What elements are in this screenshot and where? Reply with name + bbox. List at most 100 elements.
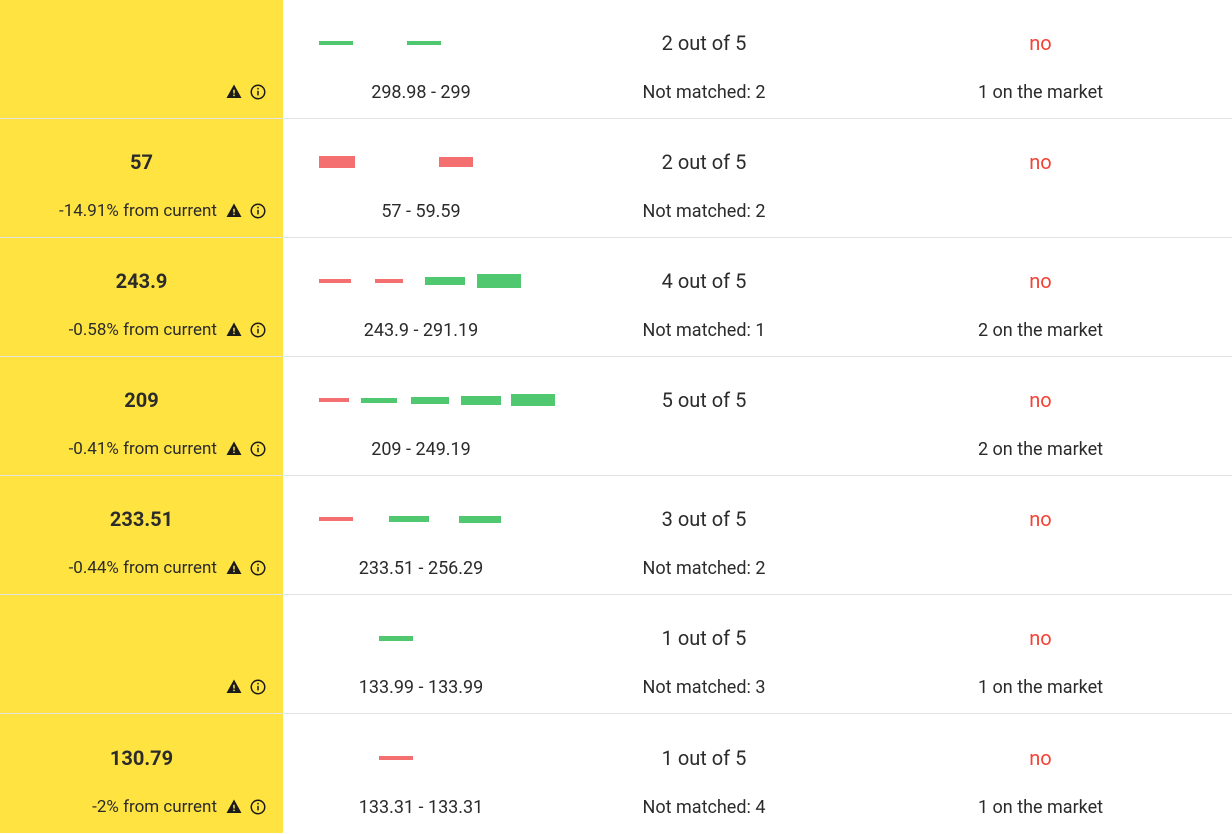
price-range: 209 - 249.19 (371, 439, 471, 460)
match-count: 1 out of 5 (662, 746, 747, 770)
price-cell: 243.9 -0.58% from current (0, 238, 283, 356)
price-bar (461, 396, 501, 405)
table-row: 57 -14.91% from current 57 - 59.59 2 out of… (0, 119, 1232, 238)
price-bar (319, 398, 349, 402)
price-delta: -0.58% from current (69, 320, 217, 340)
stock-cell: no (849, 476, 1232, 594)
match-count: 3 out of 5 (662, 507, 747, 531)
price-cell: 233.51 -0.44% from current (0, 476, 283, 594)
info-icon[interactable] (249, 321, 267, 339)
price-bar (379, 636, 413, 641)
price-bars-chart (319, 385, 555, 415)
price-cell: 57 -14.91% from current (0, 119, 283, 237)
stock-status: no (1029, 150, 1051, 174)
stock-cell: no1 on the market (849, 595, 1232, 713)
not-matched-count: Not matched: 2 (643, 201, 766, 222)
price-delta: -14.91% from current (59, 201, 217, 221)
price-bar (319, 41, 353, 45)
stock-status: no (1029, 626, 1051, 650)
price-bars-chart (319, 623, 413, 653)
price-range: 133.31 - 133.31 (359, 797, 484, 818)
price-range: 57 - 59.59 (381, 201, 460, 222)
table-row: 233.51 -0.44% from current 233.51 - 256.29… (0, 476, 1232, 595)
stock-status: no (1029, 31, 1051, 55)
price-comparison-table: 298.98 - 299 2 out of 5 Not matched: 2 no 1 … (0, 0, 1232, 833)
price-value: 130.79 (10, 746, 273, 770)
price-delta: -0.44% from current (69, 558, 217, 578)
price-value: 233.51 (10, 507, 273, 531)
warning-icon[interactable] (225, 798, 243, 816)
price-bar (319, 279, 351, 283)
price-bar (425, 277, 465, 285)
warning-icon[interactable] (225, 559, 243, 577)
price-bars-chart (319, 147, 473, 177)
price-delta: -2% from current (92, 797, 217, 817)
warning-icon[interactable] (225, 440, 243, 458)
warning-icon[interactable] (225, 678, 243, 696)
stock-cell: no 1 on the market (849, 714, 1232, 833)
info-icon[interactable] (249, 678, 267, 696)
not-matched-count: Not matched: 2 (643, 82, 766, 103)
stock-status: no (1029, 507, 1051, 531)
stock-status: no (1029, 746, 1051, 770)
info-icon[interactable] (249, 798, 267, 816)
price-bar (361, 398, 397, 403)
table-row: 133.99 - 133.991 out of 5Not matched: 3n… (0, 595, 1232, 714)
table-row: 298.98 - 299 2 out of 5 Not matched: 2 no 1 … (0, 0, 1232, 119)
match-cell: 4 out of 5 Not matched: 1 (559, 238, 849, 356)
price-distribution-cell: 209 - 249.19 (283, 357, 559, 475)
on-market-count: 1 on the market (978, 82, 1103, 103)
price-bar (411, 397, 449, 404)
match-count: 4 out of 5 (662, 269, 747, 293)
price-range: 298.98 - 299 (371, 82, 471, 103)
info-icon[interactable] (249, 83, 267, 101)
price-bar (477, 274, 521, 288)
price-distribution-cell: 133.31 - 133.31 (283, 714, 559, 833)
on-market-count: 1 on the market (978, 797, 1103, 818)
stock-cell: no 2 on the market (849, 238, 1232, 356)
warning-icon[interactable] (225, 321, 243, 339)
warning-icon[interactable] (225, 83, 243, 101)
price-delta: -0.41% from current (69, 439, 217, 459)
price-value: 209 (10, 388, 273, 412)
match-cell: 5 out of 5 (559, 357, 849, 475)
price-bar (407, 41, 441, 45)
table-row: 243.9-0.58% from current243.9 - 291.194 … (0, 238, 1232, 357)
match-count: 2 out of 5 (662, 31, 747, 55)
warning-icon[interactable] (225, 202, 243, 220)
price-cell (0, 0, 283, 118)
not-matched-count: Not matched: 2 (643, 558, 766, 579)
info-icon[interactable] (249, 202, 267, 220)
price-range: 233.51 - 256.29 (359, 558, 484, 579)
on-market-count: 2 on the market (978, 320, 1103, 341)
stock-cell: no (849, 119, 1232, 237)
price-distribution-cell: 57 - 59.59 (283, 119, 559, 237)
info-icon[interactable] (249, 440, 267, 458)
stock-status: no (1029, 269, 1051, 293)
match-cell: 2 out of 5 Not matched: 2 (559, 0, 849, 118)
not-matched-count: Not matched: 3 (643, 677, 766, 698)
price-value: 57 (10, 150, 273, 174)
price-bars-chart (319, 28, 441, 58)
stock-cell: no2 on the market (849, 357, 1232, 475)
match-count: 5 out of 5 (662, 388, 747, 412)
price-bars-chart (319, 504, 501, 534)
stock-cell: no 1 on the market (849, 0, 1232, 118)
table-row: 209 -0.41% from current 209 - 249.19 5 out … (0, 357, 1232, 476)
price-cell: 130.79 -2% from current (0, 714, 283, 833)
not-matched-count: Not matched: 4 (643, 797, 766, 818)
price-bar (439, 157, 473, 167)
price-distribution-cell: 298.98 - 299 (283, 0, 559, 118)
match-count: 2 out of 5 (662, 150, 747, 174)
price-value: 243.9 (10, 269, 273, 293)
price-distribution-cell: 233.51 - 256.29 (283, 476, 559, 594)
price-distribution-cell: 243.9 - 291.19 (283, 238, 559, 356)
match-cell: 1 out of 5Not matched: 3 (559, 595, 849, 713)
price-bars-chart (319, 266, 521, 296)
price-bar (389, 516, 429, 522)
price-bar (319, 517, 353, 521)
not-matched-count: Not matched: 1 (643, 320, 766, 341)
price-bar (375, 279, 403, 283)
info-icon[interactable] (249, 559, 267, 577)
price-bar (459, 516, 501, 523)
